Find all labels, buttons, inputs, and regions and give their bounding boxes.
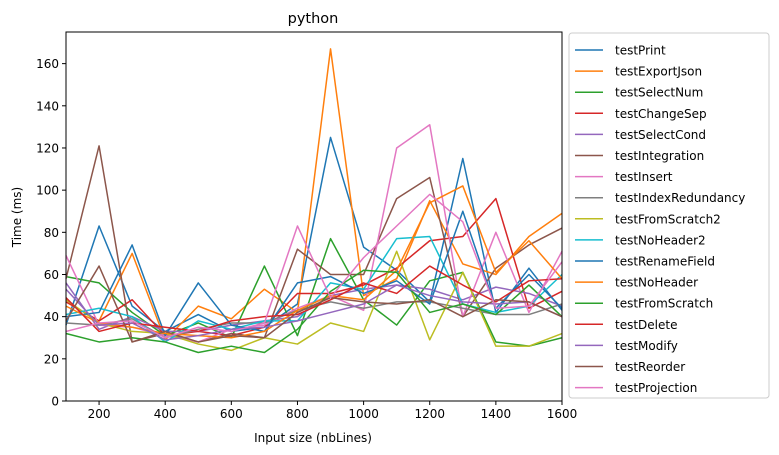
- legend-frame: [568, 32, 770, 399]
- legend-label: testSelectCond: [615, 128, 706, 142]
- y-tick-label: 100: [36, 184, 59, 198]
- x-tick-label: 1200: [414, 407, 445, 421]
- x-axis-label: Input size (nbLines): [254, 431, 372, 445]
- y-axis-label: Time (ms): [10, 187, 24, 249]
- legend-label: testModify: [615, 339, 678, 353]
- legend-label: testChangeSep: [615, 107, 707, 121]
- series-line-testReorder: [65, 265, 563, 343]
- x-tick-label: 200: [88, 407, 111, 421]
- series-line-testModify: [65, 284, 563, 341]
- series-line-testExportJson: [65, 48, 563, 341]
- legend-label: testReorder: [615, 360, 685, 374]
- series-line-testDelete: [65, 265, 563, 333]
- legend-label: testSelectNum: [615, 86, 703, 100]
- legend-label: testNoHeader2: [615, 233, 706, 247]
- legend-label: testExportJson: [615, 65, 702, 79]
- series-line-testProjection: [65, 193, 563, 339]
- y-tick-label: 160: [36, 57, 59, 71]
- series-line-testFromScratch: [65, 269, 563, 354]
- legend-label: testProjection: [615, 381, 697, 395]
- x-tick-label: 800: [286, 407, 309, 421]
- y-tick-label: 120: [36, 141, 59, 155]
- x-tick-label: 1600: [547, 407, 578, 421]
- x-tick-label: 400: [154, 407, 177, 421]
- x-tick-label: 1000: [348, 407, 379, 421]
- series-line-testRenameField: [65, 210, 563, 337]
- legend-label: testIndexRedundancy: [615, 191, 745, 205]
- y-tick-label: 20: [44, 352, 59, 366]
- plot-frame: [65, 31, 563, 402]
- y-tick-label: 140: [36, 99, 59, 113]
- legend-label: testInsert: [615, 170, 673, 184]
- series-line-testIndexRedundancy: [65, 301, 563, 339]
- legend-label: testIntegration: [615, 149, 704, 163]
- y-tick-label: 80: [44, 226, 59, 240]
- y-tick-label: 40: [44, 310, 59, 324]
- chart-title: python: [288, 11, 339, 27]
- x-tick-label: 600: [220, 407, 243, 421]
- plot-series: [65, 48, 563, 354]
- legend-label: testPrint: [615, 44, 666, 58]
- legend-label: testDelete: [615, 318, 677, 332]
- legend-label: testRenameField: [615, 255, 715, 269]
- y-tick-label: 0: [51, 395, 59, 409]
- series-line-testNoHeader: [65, 185, 563, 339]
- legend-label: testNoHeader: [615, 276, 698, 290]
- series-line-testChangeSep: [65, 197, 563, 337]
- legend: testPrint testExportJson testSelectNum test…: [568, 32, 770, 399]
- y-tick-label: 60: [44, 268, 59, 282]
- y-axis-ticks: 0 20 40 60 80 100 120 140 160: [36, 57, 66, 409]
- x-tick-label: 1400: [481, 407, 512, 421]
- legend-label: testFromScratch2: [615, 212, 721, 226]
- legend-label: testFromScratch: [615, 297, 713, 311]
- x-axis-ticks: 200 400 600 800 1000 1200 1400 1600: [88, 401, 578, 421]
